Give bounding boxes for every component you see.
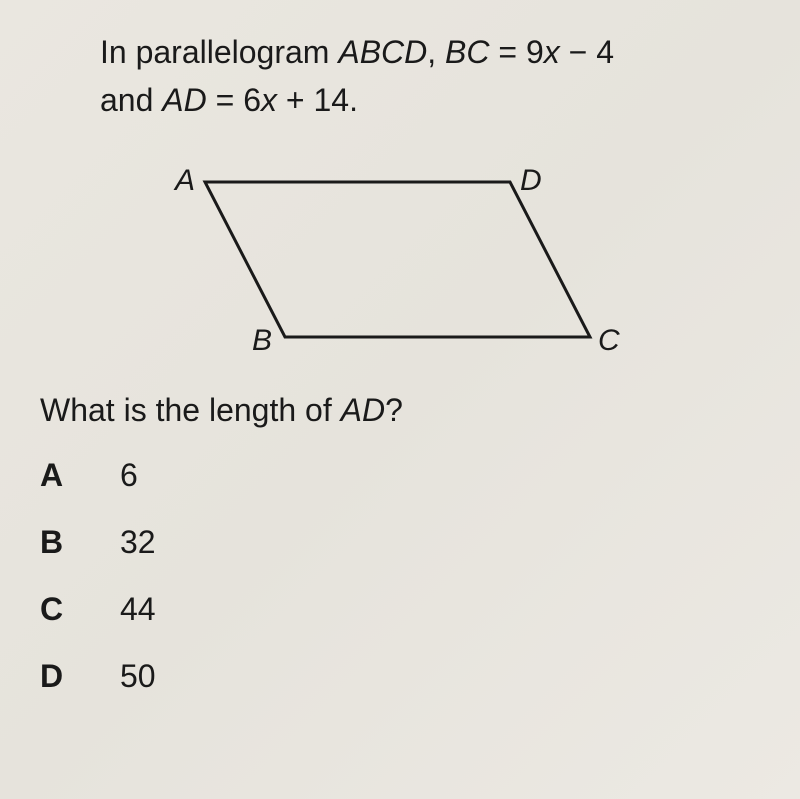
segment-bc: BC <box>445 34 489 70</box>
rest: − 4 <box>560 34 614 70</box>
text: and <box>100 82 162 118</box>
problem-statement: In parallelogram ABCD, BC = 9x − 4 and A… <box>100 28 760 124</box>
choice-letter: B <box>40 524 120 561</box>
text: , <box>427 34 445 70</box>
svg-text:A: A <box>173 164 195 197</box>
segment-ad: AD <box>341 392 385 428</box>
text: In parallelogram <box>100 34 338 70</box>
var-x: x <box>261 82 277 118</box>
choice-value: 32 <box>120 524 156 561</box>
equals: = <box>489 34 525 70</box>
svg-text:D: D <box>520 164 542 197</box>
choice-letter: A <box>40 457 120 494</box>
coef: 6 <box>243 82 261 118</box>
segment-ad: AD <box>162 82 206 118</box>
svg-text:B: B <box>252 324 272 357</box>
question-text: What is the length of AD? <box>40 392 760 429</box>
answer-choices: A6B32C44D50 <box>40 457 760 695</box>
choice-value: 44 <box>120 591 156 628</box>
worksheet-page: In parallelogram ABCD, BC = 9x − 4 and A… <box>0 0 800 799</box>
text: ? <box>385 392 403 428</box>
choice-d[interactable]: D50 <box>40 658 760 695</box>
parallelogram-svg: A D B C <box>140 152 620 362</box>
svg-text:C: C <box>598 324 620 357</box>
choice-b[interactable]: B32 <box>40 524 760 561</box>
equals: = <box>207 82 243 118</box>
var-x: x <box>544 34 560 70</box>
rest: + 14. <box>277 82 358 118</box>
shape-name: ABCD <box>338 34 427 70</box>
parallelogram-figure: A D B C <box>140 152 760 362</box>
choice-value: 6 <box>120 457 138 494</box>
text: What is the length of <box>40 392 341 428</box>
choice-a[interactable]: A6 <box>40 457 760 494</box>
coef: 9 <box>526 34 544 70</box>
choice-letter: C <box>40 591 120 628</box>
choice-letter: D <box>40 658 120 695</box>
choice-c[interactable]: C44 <box>40 591 760 628</box>
choice-value: 50 <box>120 658 156 695</box>
